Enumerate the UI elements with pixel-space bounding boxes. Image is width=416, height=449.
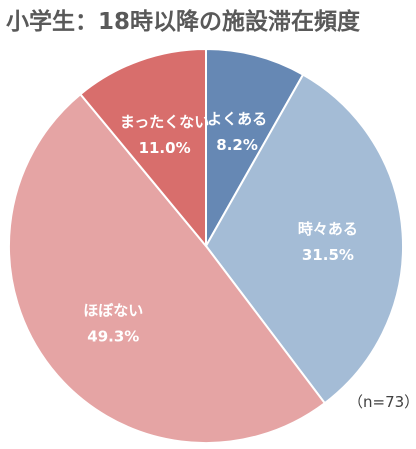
- pie-slices: [7, 48, 405, 445]
- pie-slice: [7, 93, 326, 445]
- pie-slice: [79, 48, 207, 247]
- pie-labels: よくある 8.2% 時々ある 31.5% ほぼない 49.3% まったくない 11.0%: [83, 110, 358, 345]
- slice-category-label: 時々ある: [298, 220, 358, 238]
- chart-title: 小学生：18時以降の施設滞在頻度: [6, 9, 361, 35]
- slice-category-label: ほぼない: [83, 301, 143, 319]
- slice-category-label: よくある: [207, 110, 267, 128]
- sample-size-note: （n=73）: [348, 393, 416, 411]
- slice-value-label: 11.0%: [139, 139, 191, 157]
- slice-category-label: まったくない: [120, 113, 209, 131]
- slice-value-label: 31.5%: [302, 246, 354, 264]
- slice-value-label: 49.3%: [87, 327, 139, 345]
- slice-value-label: 8.2%: [216, 136, 258, 154]
- pie-slice: [205, 73, 405, 405]
- pie-slice: [205, 48, 305, 247]
